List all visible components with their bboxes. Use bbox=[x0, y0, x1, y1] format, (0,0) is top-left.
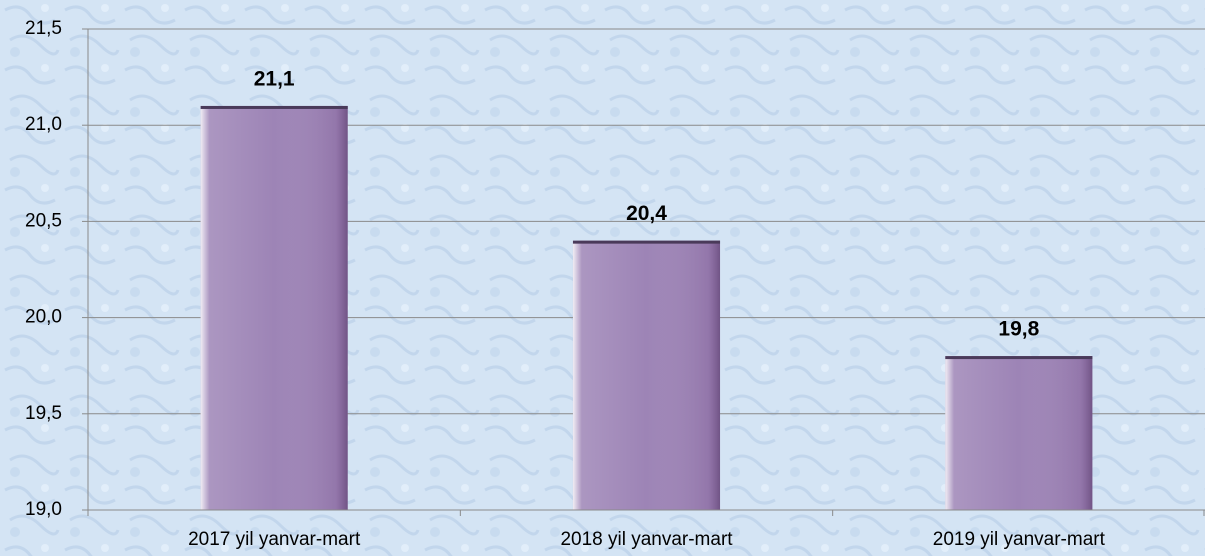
y-tick-label: 21,5 bbox=[25, 18, 62, 39]
bar-top bbox=[572, 240, 721, 244]
y-tick-label: 20,5 bbox=[25, 210, 62, 231]
value-label: 21,1 bbox=[254, 68, 295, 91]
y-tick-label: 21,0 bbox=[25, 114, 62, 135]
bar-shade bbox=[572, 240, 721, 510]
y-tick-label: 19,0 bbox=[25, 499, 62, 520]
y-tick-label: 19,5 bbox=[25, 403, 62, 424]
bar-top bbox=[945, 356, 1093, 360]
x-tick-label: 2019 yil yanvar-mart bbox=[933, 529, 1106, 550]
bar-shade bbox=[200, 105, 348, 511]
x-tick-label: 2017 yil yanvar-mart bbox=[188, 529, 361, 550]
value-label: 20,4 bbox=[626, 202, 667, 225]
y-tick-label: 20,0 bbox=[25, 307, 62, 328]
bar-top bbox=[200, 105, 348, 109]
value-label: 19,8 bbox=[998, 318, 1039, 341]
x-tick-label: 2018 yil yanvar-mart bbox=[560, 529, 733, 550]
bar-shade bbox=[945, 356, 1093, 510]
